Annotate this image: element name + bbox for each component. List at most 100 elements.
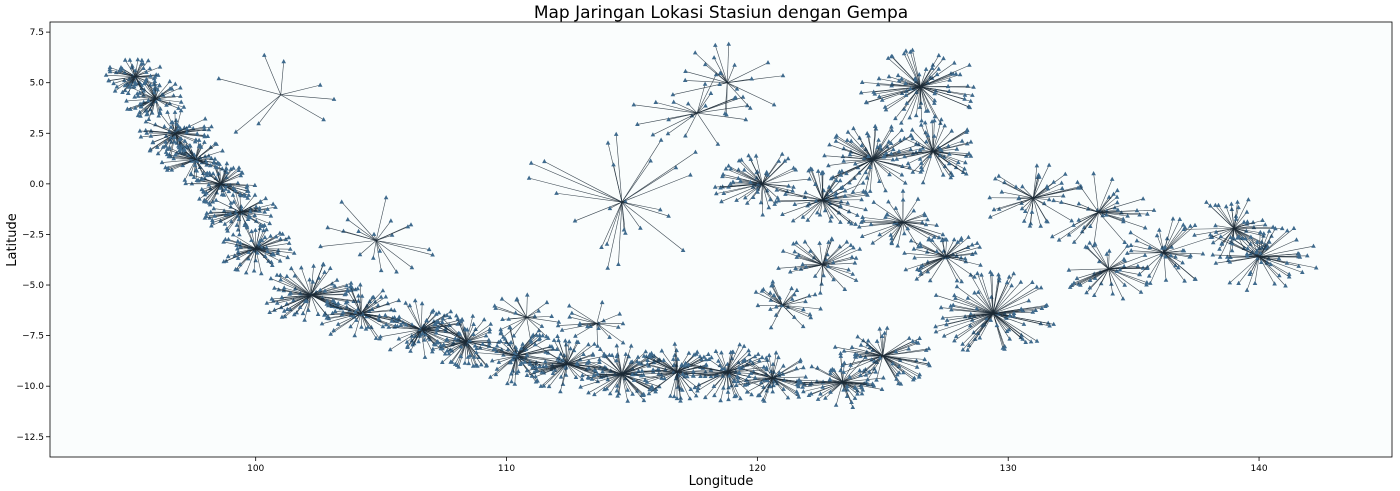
- event-marker: [840, 362, 845, 368]
- connection-line: [897, 222, 904, 246]
- event-marker: [717, 81, 722, 86]
- event-marker: [967, 104, 973, 110]
- connection-line: [621, 160, 651, 203]
- event-marker: [304, 298, 309, 303]
- event-marker: [718, 185, 723, 190]
- event-marker: [964, 128, 970, 133]
- event-marker: [1223, 204, 1229, 209]
- event-marker: [879, 97, 885, 102]
- connection-line: [1108, 268, 1147, 286]
- event-marker: [678, 398, 683, 403]
- event-marker: [721, 385, 726, 390]
- event-marker: [165, 167, 170, 172]
- event-marker: [996, 173, 1002, 178]
- event-marker: [419, 301, 425, 306]
- event-marker: [1170, 216, 1176, 221]
- event-marker: [946, 143, 951, 148]
- event-marker: [934, 71, 940, 77]
- connection-line: [1061, 201, 1099, 213]
- connection-line: [778, 199, 823, 202]
- event-marker: [212, 141, 218, 146]
- event-marker: [693, 149, 698, 154]
- event-marker: [792, 201, 798, 206]
- event-marker: [706, 351, 711, 356]
- event-marker: [317, 82, 323, 87]
- event-marker: [605, 377, 611, 382]
- event-marker: [709, 355, 714, 360]
- event-marker: [719, 199, 724, 204]
- connection-line: [759, 377, 773, 396]
- event-marker: [488, 321, 493, 326]
- event-marker: [373, 335, 379, 340]
- event-marker: [942, 236, 948, 242]
- connection-line: [697, 371, 728, 392]
- event-marker: [698, 373, 703, 378]
- connection-line: [1229, 256, 1260, 284]
- event-marker: [498, 327, 503, 332]
- event-marker: [695, 388, 700, 393]
- event-marker: [351, 314, 357, 319]
- event-marker: [696, 382, 702, 387]
- event-marker: [1075, 179, 1080, 184]
- event-marker: [146, 116, 152, 121]
- connection-line: [697, 105, 748, 114]
- connection-line: [1073, 268, 1109, 284]
- connection-line: [902, 210, 915, 223]
- event-marker: [268, 213, 274, 218]
- event-marker: [659, 375, 664, 380]
- connection-line: [902, 222, 930, 239]
- event-marker: [416, 339, 421, 344]
- connection-line: [207, 173, 221, 185]
- event-marker: [1018, 306, 1024, 311]
- event-marker: [791, 241, 796, 246]
- event-marker: [637, 360, 642, 365]
- connection-line: [762, 183, 775, 205]
- connection-line: [750, 159, 763, 184]
- event-marker: [201, 170, 206, 175]
- connection-line: [920, 68, 933, 87]
- event-marker: [156, 113, 161, 118]
- event-marker: [527, 359, 533, 364]
- event-marker: [223, 236, 228, 242]
- event-marker: [117, 67, 123, 72]
- event-marker: [556, 319, 562, 324]
- event-marker: [952, 60, 957, 65]
- connection-line: [233, 201, 241, 213]
- event-marker: [377, 313, 382, 318]
- event-marker: [1270, 224, 1276, 229]
- event-marker: [891, 146, 896, 152]
- connection-line: [616, 373, 623, 387]
- connection-line: [1098, 202, 1118, 213]
- connection-line: [920, 86, 935, 101]
- connection-line: [1068, 268, 1109, 271]
- event-marker: [359, 293, 365, 298]
- connection-line: [436, 321, 467, 342]
- event-marker: [844, 137, 850, 142]
- connection-line: [633, 104, 698, 114]
- connection-line: [155, 98, 160, 113]
- connection-line: [546, 363, 567, 367]
- connection-line: [1033, 175, 1039, 199]
- connection-line: [220, 168, 227, 184]
- connection-line: [548, 363, 567, 387]
- event-marker: [662, 376, 667, 381]
- event-marker: [940, 172, 946, 177]
- station-cluster: [124, 76, 187, 121]
- connection-line: [1219, 228, 1235, 258]
- connection-line: [466, 341, 475, 358]
- connection-line: [145, 121, 176, 134]
- connection-line: [1108, 268, 1125, 286]
- event-marker: [291, 250, 297, 255]
- event-marker: [285, 254, 290, 260]
- connection-line: [920, 74, 938, 87]
- event-marker: [492, 303, 497, 308]
- connection-line: [804, 241, 823, 265]
- connection-line: [727, 346, 745, 373]
- event-marker: [917, 372, 922, 377]
- event-marker: [1088, 223, 1093, 228]
- connection-line: [220, 183, 234, 189]
- connection-line: [281, 294, 311, 298]
- event-marker: [493, 371, 499, 377]
- connection-line: [1246, 253, 1260, 257]
- station-cluster: [137, 108, 214, 159]
